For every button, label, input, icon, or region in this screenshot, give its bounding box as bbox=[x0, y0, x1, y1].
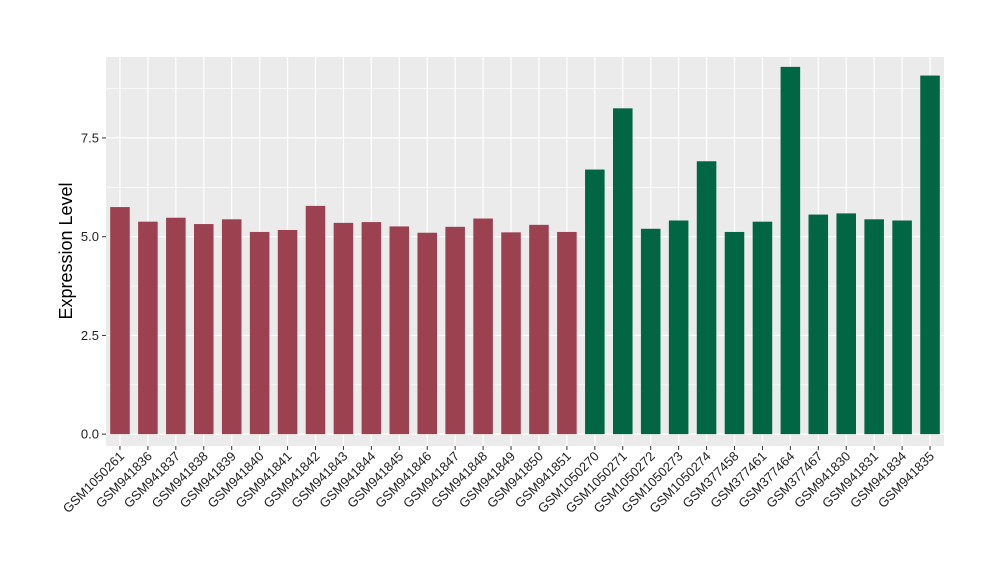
y-axis: 0.0 2.5 5.0 7.5 bbox=[81, 130, 106, 442]
minor-gridlines bbox=[106, 88, 944, 386]
bar-GSM941851 bbox=[557, 231, 577, 435]
bar-GSM941834 bbox=[892, 220, 912, 435]
y-tick-label: 0.0 bbox=[81, 427, 99, 442]
bar-GSM941842 bbox=[305, 205, 326, 435]
bar-GSM941836 bbox=[138, 221, 158, 435]
bar-GSM941847 bbox=[445, 226, 465, 435]
y-axis-title: Expression Level bbox=[56, 182, 76, 319]
bar-GSM1050272 bbox=[640, 228, 661, 435]
bar-GSM941837 bbox=[166, 217, 186, 435]
bar-GSM941839 bbox=[221, 219, 242, 435]
bar-GSM941844 bbox=[361, 222, 382, 435]
bar-GSM941835 bbox=[920, 75, 940, 435]
bar-GSM1050261 bbox=[110, 207, 130, 435]
bar-GSM377467 bbox=[808, 214, 829, 435]
bar-GSM941838 bbox=[193, 224, 214, 435]
plot-panel bbox=[106, 57, 944, 446]
bars bbox=[110, 66, 940, 435]
bar-GSM941841 bbox=[277, 229, 298, 435]
bar-GSM941830 bbox=[836, 213, 857, 435]
bar-GSM377464 bbox=[780, 66, 801, 435]
bar-GSM1050274 bbox=[696, 161, 717, 435]
bar-GSM941846 bbox=[417, 232, 438, 435]
bar-GSM941840 bbox=[249, 231, 270, 435]
bar-GSM941843 bbox=[333, 222, 354, 435]
bar-GSM1050270 bbox=[585, 169, 605, 435]
bar-GSM1050273 bbox=[668, 220, 689, 435]
bar-GSM941848 bbox=[473, 218, 493, 435]
bar-GSM941831 bbox=[864, 219, 884, 435]
bar-GSM377461 bbox=[752, 221, 773, 435]
bar-GSM1050271 bbox=[612, 108, 633, 435]
x-axis: GSM1050261GSM941836GSM941837GSM941838GSM… bbox=[60, 446, 937, 516]
bar-GSM941845 bbox=[389, 226, 410, 435]
bar-GSM941850 bbox=[529, 224, 549, 435]
y-tick-label: 7.5 bbox=[81, 130, 99, 145]
y-tick-label: 2.5 bbox=[81, 328, 99, 343]
y-tick-label: 5.0 bbox=[81, 229, 99, 244]
bar-GSM941849 bbox=[501, 232, 521, 435]
bar-GSM377458 bbox=[724, 231, 745, 435]
